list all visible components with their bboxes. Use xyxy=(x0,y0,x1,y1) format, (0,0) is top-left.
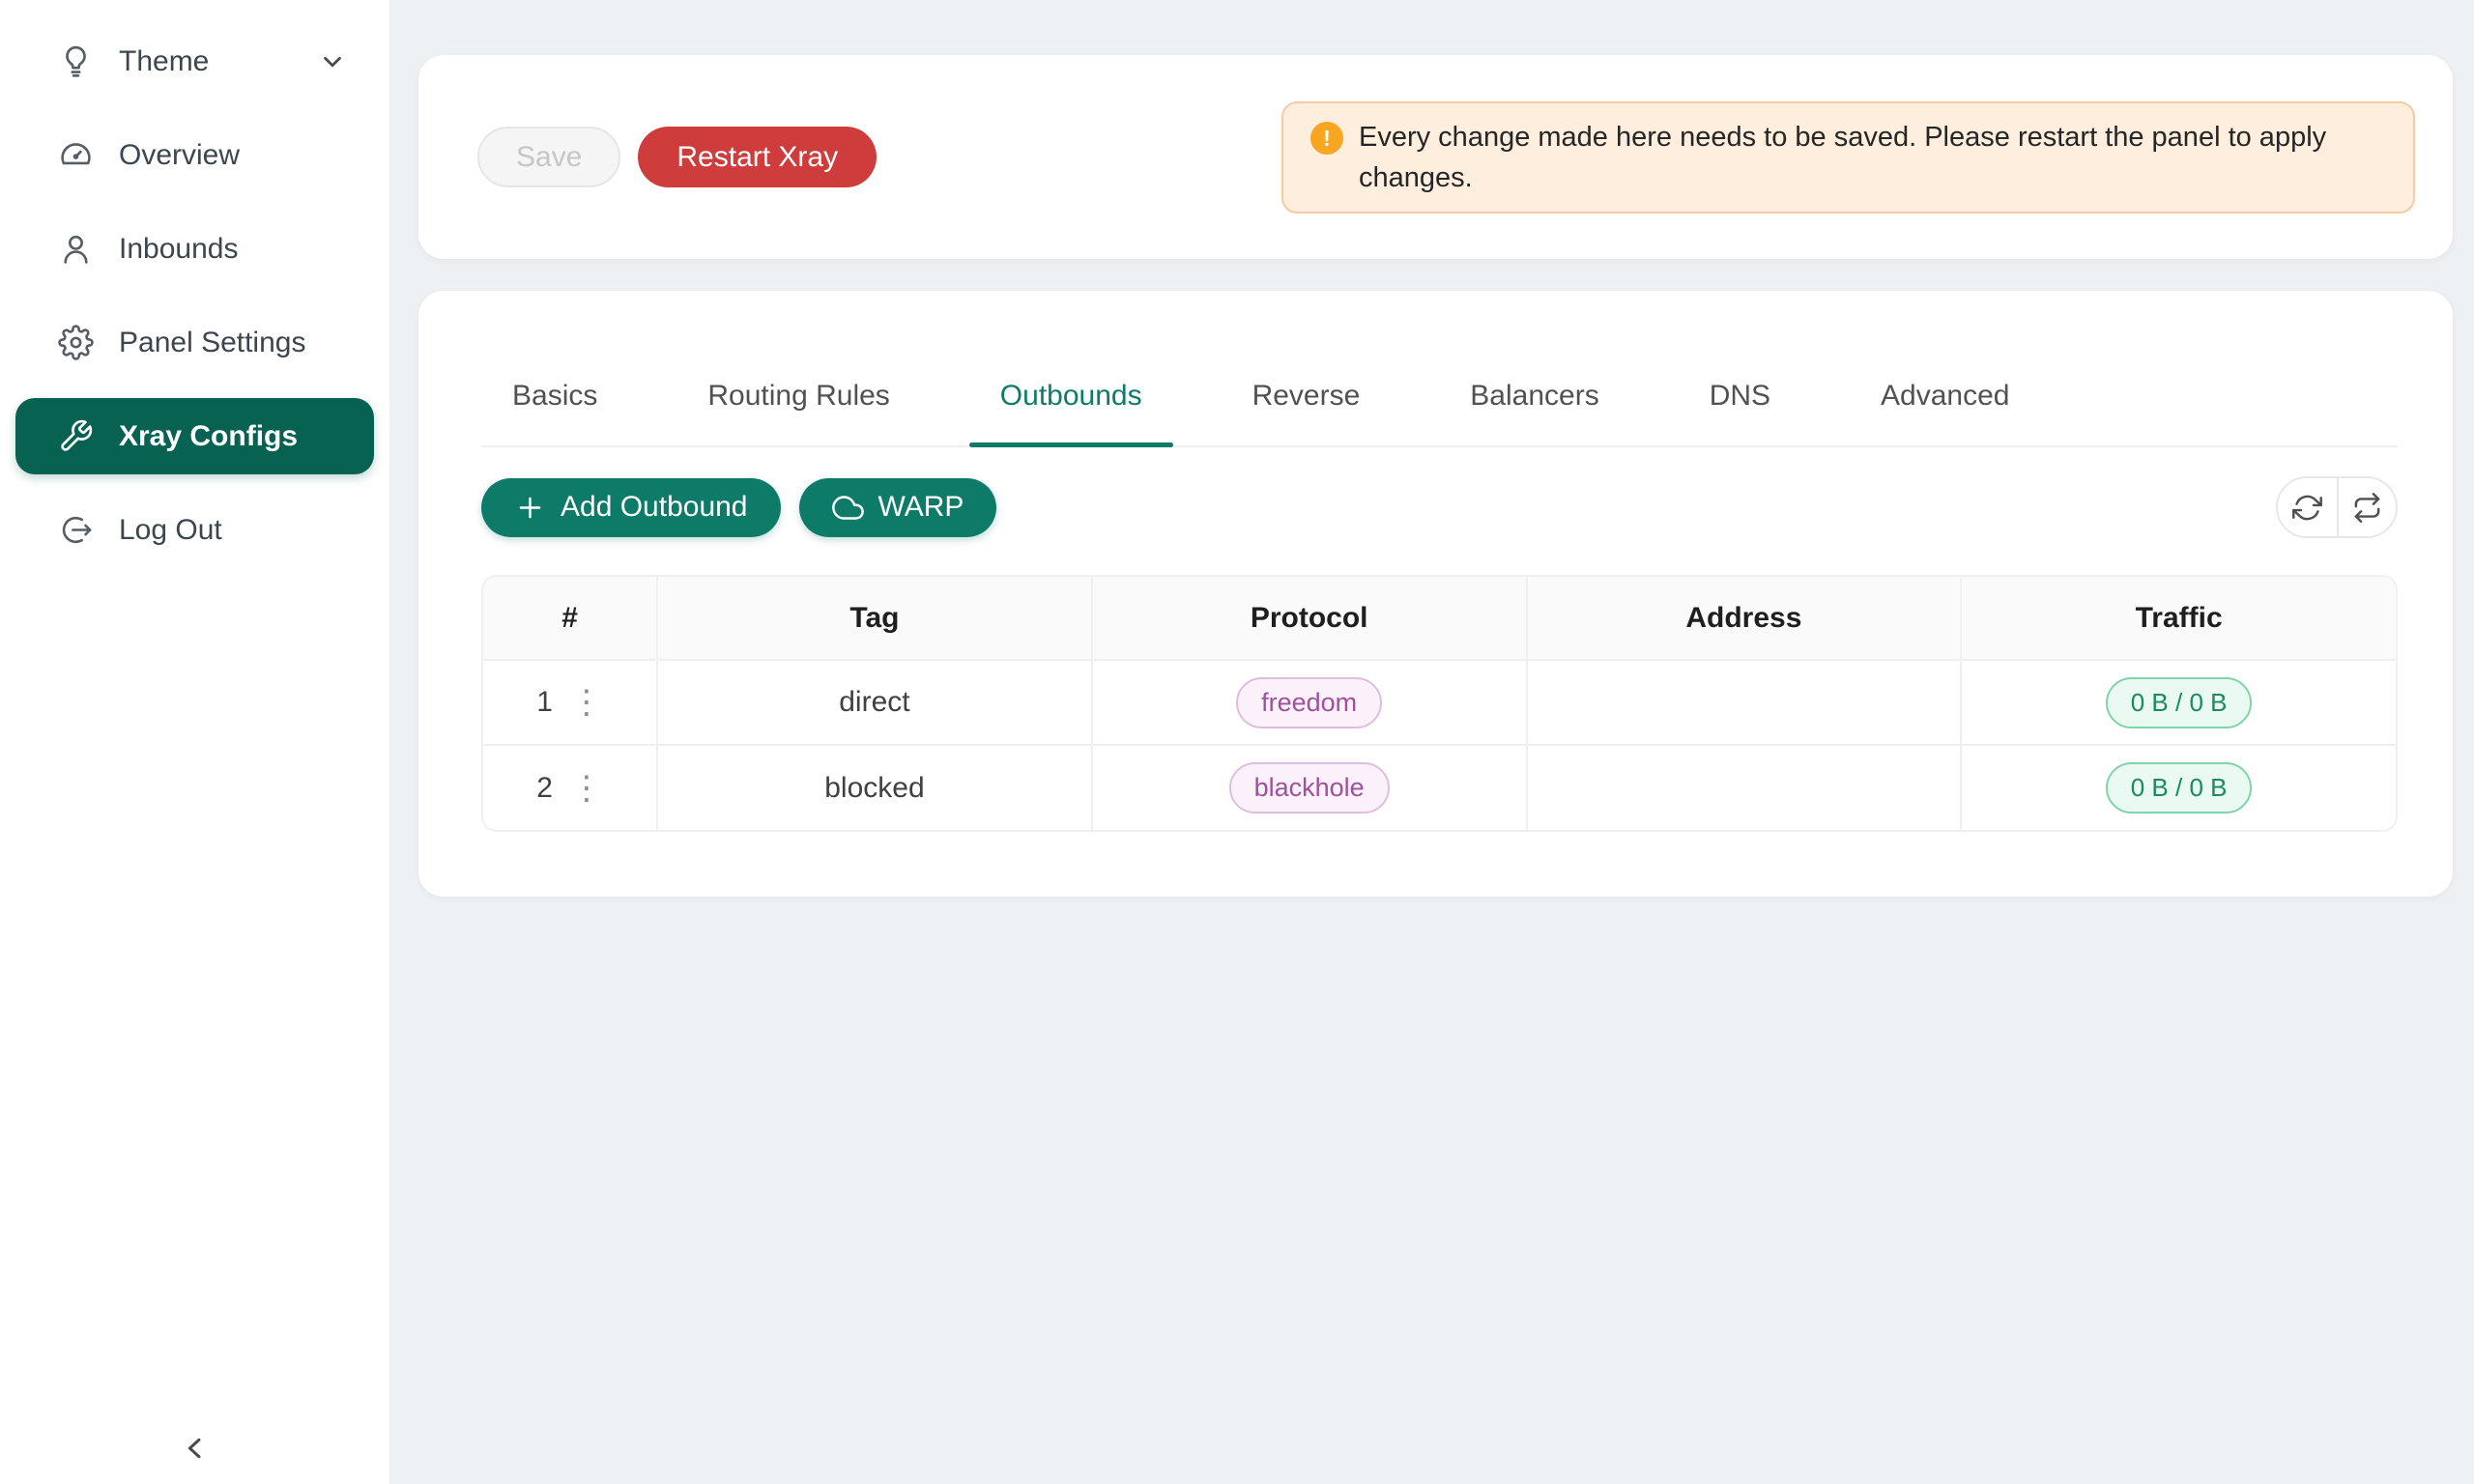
sidebar-item-label: Inbounds xyxy=(119,232,239,265)
row-address xyxy=(1526,745,1963,830)
sidebar-item-label: Overview xyxy=(119,138,241,171)
restart-xray-button[interactable]: Restart Xray xyxy=(638,127,877,187)
sidebar-item-label: Log Out xyxy=(119,513,222,546)
sidebar-item-log-out[interactable]: Log Out xyxy=(15,492,374,568)
table-header-row: # Tag Protocol Address Traffic xyxy=(483,577,2396,661)
config-tabs: Basics Routing Rules Outbounds Reverse B… xyxy=(481,349,2398,447)
row-menu-icon[interactable]: ⋮ xyxy=(569,684,603,721)
refresh-icon xyxy=(2292,493,2322,523)
warp-label: WARP xyxy=(877,491,964,523)
column-header-address: Address xyxy=(1526,577,1963,661)
sidebar-item-label: Theme xyxy=(119,44,210,77)
sidebar-item-label: Panel Settings xyxy=(119,326,306,358)
tab-outbounds[interactable]: Outbounds xyxy=(968,349,1173,447)
tab-dns[interactable]: DNS xyxy=(1709,380,1771,412)
wrench-icon xyxy=(58,418,94,454)
logout-icon xyxy=(58,512,94,548)
refresh-button[interactable] xyxy=(2278,478,2337,536)
sidebar: Theme Overview Inbounds xyxy=(0,0,389,1484)
column-header-traffic: Traffic xyxy=(1961,577,2396,661)
sidebar-collapse-button[interactable] xyxy=(173,1426,217,1470)
sidebar-item-theme[interactable]: Theme xyxy=(15,23,374,100)
sidebar-item-overview[interactable]: Overview xyxy=(15,117,374,193)
protocol-badge: freedom xyxy=(1236,676,1383,728)
tab-balancers[interactable]: Balancers xyxy=(1470,380,1599,412)
warning-icon: ! xyxy=(1310,121,1343,155)
table-row: 1 ⋮ direct freedom 0 B / 0 B xyxy=(483,660,2396,746)
restart-warning-alert: ! Every change made here needs to be sav… xyxy=(1281,100,2415,214)
tab-routing-rules[interactable]: Routing Rules xyxy=(707,380,890,412)
lightbulb-icon xyxy=(58,43,94,79)
tab-advanced[interactable]: Advanced xyxy=(1881,380,2010,412)
row-address xyxy=(1526,660,1963,746)
chevron-left-icon xyxy=(177,1430,214,1467)
alert-text: Every change made here needs to be saved… xyxy=(1359,121,2327,193)
column-header-protocol: Protocol xyxy=(1091,577,1528,661)
compare-button[interactable] xyxy=(2337,478,2396,536)
column-header-index: # xyxy=(483,577,659,661)
sidebar-item-inbounds[interactable]: Inbounds xyxy=(15,211,374,287)
outbounds-table: # Tag Protocol Address Traffic 1 ⋮ xyxy=(481,575,2398,832)
column-header-tag: Tag xyxy=(657,577,1093,661)
table-row: 2 ⋮ blocked blackhole 0 B / 0 B xyxy=(483,745,2396,830)
row-tag: blocked xyxy=(657,745,1093,830)
row-index: 1 xyxy=(536,686,553,718)
main-content: Save Restart Xray ! Every change made he… xyxy=(389,0,2474,1484)
outbounds-actions-row: Add Outbound WARP xyxy=(481,476,2398,538)
warp-button[interactable]: WARP xyxy=(798,477,997,537)
xray-config-card: Basics Routing Rules Outbounds Reverse B… xyxy=(418,291,2453,897)
save-button[interactable]: Save xyxy=(477,127,621,187)
row-index: 2 xyxy=(536,771,553,804)
cloud-icon xyxy=(831,492,864,524)
toolbar-card: Save Restart Xray ! Every change made he… xyxy=(418,55,2453,259)
plus-icon xyxy=(514,492,546,524)
sidebar-item-xray-configs[interactable]: Xray Configs xyxy=(15,398,374,474)
row-tag: direct xyxy=(657,660,1093,746)
chevron-down-icon xyxy=(318,47,347,76)
row-menu-icon[interactable]: ⋮ xyxy=(569,769,603,807)
gear-icon xyxy=(58,325,94,360)
gauge-icon xyxy=(58,137,94,173)
repeat-icon xyxy=(2352,492,2382,523)
table-tools-group xyxy=(2276,476,2398,538)
tab-basics[interactable]: Basics xyxy=(512,380,598,412)
user-icon xyxy=(58,231,94,267)
add-outbound-button[interactable]: Add Outbound xyxy=(481,477,781,537)
sidebar-item-panel-settings[interactable]: Panel Settings xyxy=(15,304,374,381)
sidebar-item-label: Xray Configs xyxy=(119,419,299,452)
protocol-badge: blackhole xyxy=(1228,762,1390,813)
traffic-badge: 0 B / 0 B xyxy=(2105,676,2253,728)
traffic-badge: 0 B / 0 B xyxy=(2105,762,2253,813)
add-outbound-label: Add Outbound xyxy=(561,491,748,523)
tab-reverse[interactable]: Reverse xyxy=(1251,380,1361,412)
